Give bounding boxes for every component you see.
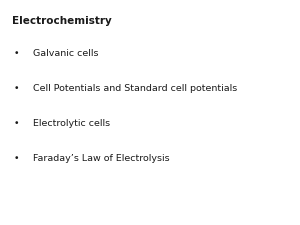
Text: •: • bbox=[14, 154, 19, 163]
Text: Cell Potentials and Standard cell potentials: Cell Potentials and Standard cell potent… bbox=[33, 84, 237, 93]
Text: •: • bbox=[14, 50, 19, 58]
Text: Faraday’s Law of Electrolysis: Faraday’s Law of Electrolysis bbox=[33, 154, 170, 163]
Text: Galvanic cells: Galvanic cells bbox=[33, 50, 98, 58]
Text: •: • bbox=[14, 119, 19, 128]
Text: Electrochemistry: Electrochemistry bbox=[12, 16, 112, 26]
Text: Electrolytic cells: Electrolytic cells bbox=[33, 119, 110, 128]
Text: •: • bbox=[14, 84, 19, 93]
